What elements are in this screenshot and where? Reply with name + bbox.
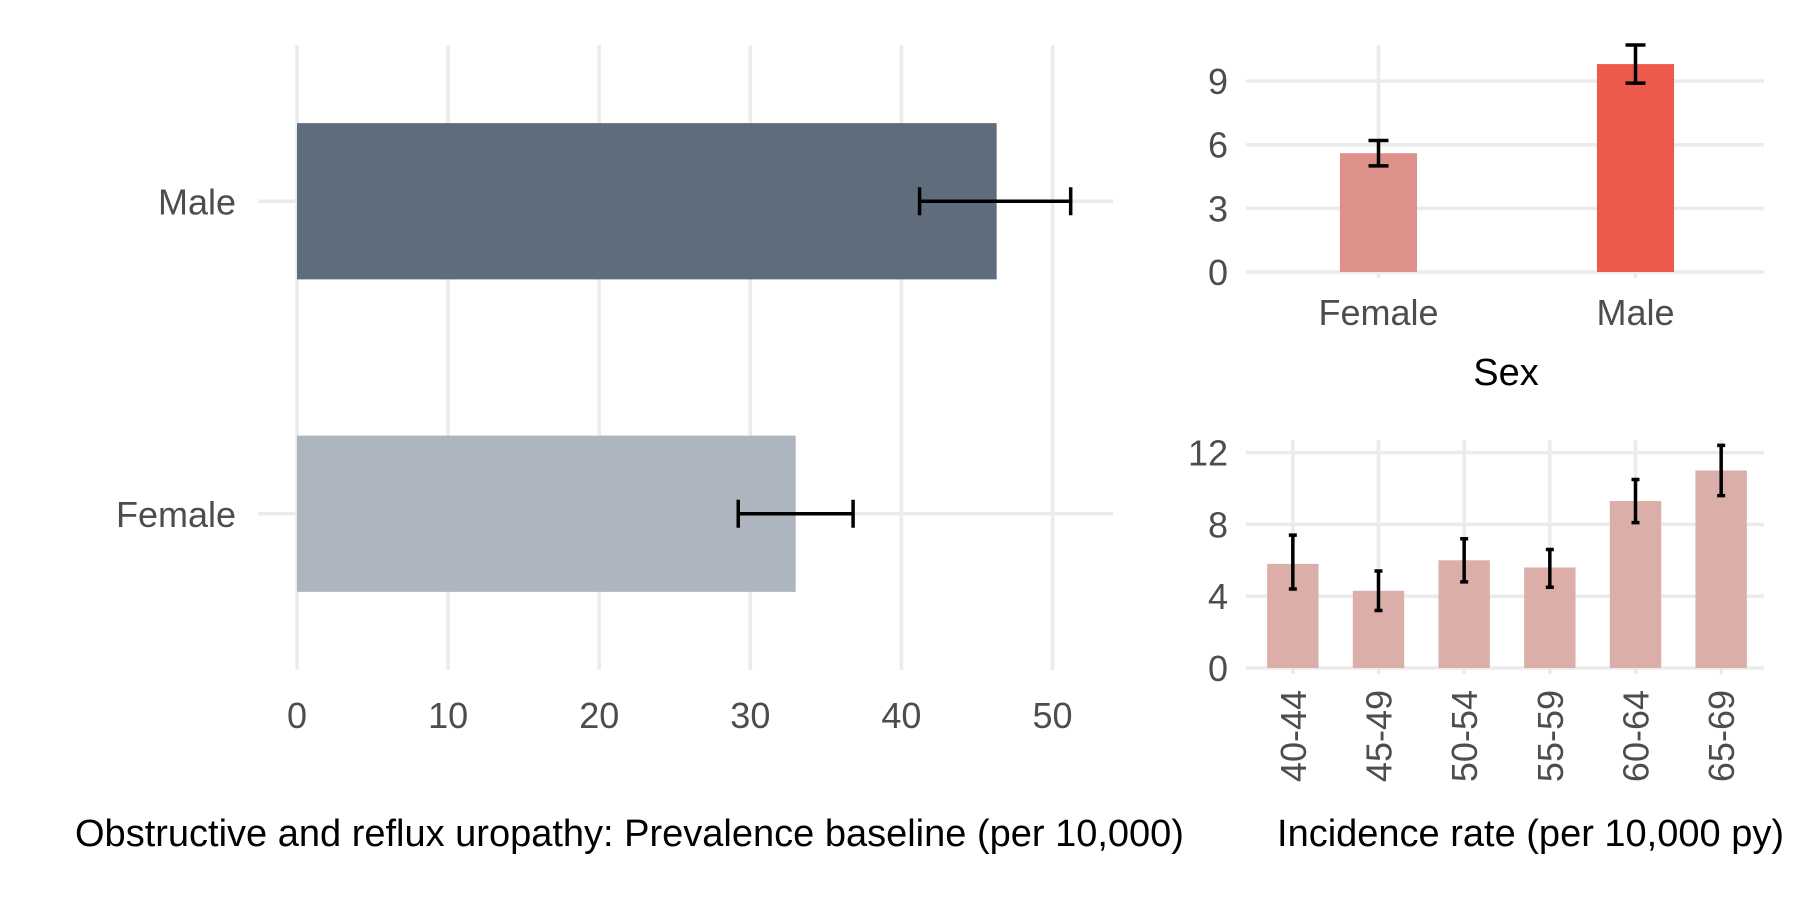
incidence-by-age-panel: 0 4 8 12 40-44 45-49 50-54 55-59 60-64 65-69 <box>1188 433 1764 782</box>
incidence-by-sex-panel: 0 3 6 9 Female Male <box>1208 43 1764 333</box>
incidence-age-axis-title: Incidence rate (per 10,000 py) <box>1277 813 1784 855</box>
x-tick-label: 50 <box>1033 695 1073 736</box>
error-bar-female <box>1368 138 1389 168</box>
x-tick-label-60-64: 60-64 <box>1616 690 1657 782</box>
y-tick-label: 3 <box>1208 188 1228 229</box>
x-tick-label-55-59: 55-59 <box>1530 690 1571 782</box>
incidence-sex-axis-title: Sex <box>1473 352 1538 394</box>
error-bar-50-54 <box>1460 536 1469 584</box>
x-tick-label: 30 <box>730 695 770 736</box>
x-tick-label-female: Female <box>1318 292 1438 333</box>
bar-65-69 <box>1695 470 1747 668</box>
bar-60-64 <box>1609 501 1662 668</box>
y-tick-label-female: Female <box>116 494 236 535</box>
y-tick-label-male: Male <box>158 181 236 222</box>
error-bar-male <box>1625 43 1646 85</box>
x-tick-label-50-54: 50-54 <box>1444 690 1485 782</box>
bar-female <box>297 435 796 592</box>
y-tick-label: 12 <box>1188 433 1228 474</box>
x-tick-label: 0 <box>287 695 307 736</box>
prevalence-axis-title: Obstructive and reflux uropathy: Prevale… <box>75 813 1184 855</box>
y-tick-label: 0 <box>1208 648 1228 689</box>
error-bar-60-64 <box>1631 477 1640 525</box>
x-tick-label-65-69: 65-69 <box>1701 690 1742 782</box>
x-tick-label-40-44: 40-44 <box>1273 690 1314 782</box>
bar-male <box>297 123 997 280</box>
error-bar-45-49 <box>1374 569 1383 613</box>
error-bar-female <box>736 499 855 528</box>
x-tick-label: 40 <box>881 695 921 736</box>
x-tick-label-45-49: 45-49 <box>1359 690 1400 782</box>
y-tick-label: 8 <box>1208 504 1228 545</box>
y-tick-label: 9 <box>1208 61 1228 102</box>
prevalence-panel: 0 10 20 30 40 50 Female Male <box>116 45 1113 736</box>
bar-female <box>1339 153 1418 272</box>
y-tick-label: 0 <box>1208 252 1228 293</box>
x-tick-label: 20 <box>579 695 619 736</box>
bar-male <box>1596 64 1675 272</box>
error-bar-55-59 <box>1545 547 1554 589</box>
y-tick-label: 4 <box>1208 576 1228 617</box>
y-tick-label: 6 <box>1208 125 1228 166</box>
error-bar-65-69 <box>1717 443 1726 498</box>
error-bar-male <box>917 187 1073 216</box>
x-tick-label: 10 <box>428 695 468 736</box>
x-tick-label-male: Male <box>1596 292 1674 333</box>
error-bar-40-44 <box>1288 533 1297 591</box>
